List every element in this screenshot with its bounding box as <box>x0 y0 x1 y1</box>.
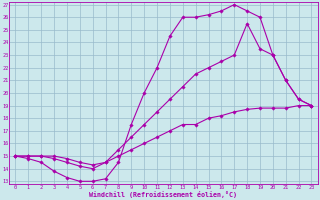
X-axis label: Windchill (Refroidissement éolien,°C): Windchill (Refroidissement éolien,°C) <box>90 191 237 198</box>
